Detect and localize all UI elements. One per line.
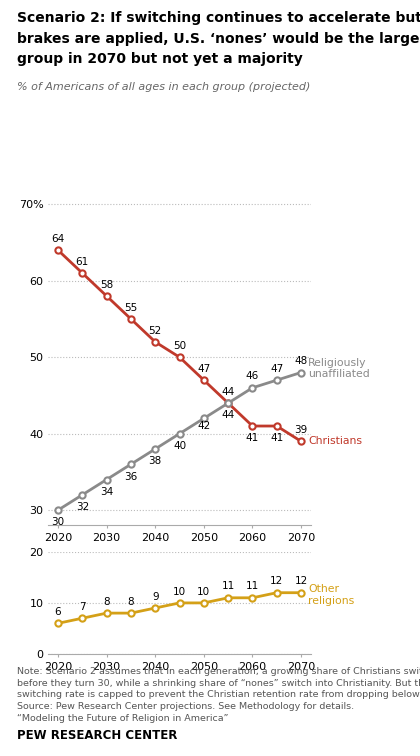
Text: Other
religions: Other religions [308,584,354,606]
Text: 36: 36 [124,472,138,482]
Text: 34: 34 [100,487,113,497]
Text: 40: 40 [173,441,186,451]
Text: group in 2070 but not yet a majority: group in 2070 but not yet a majority [17,52,302,67]
Text: 12: 12 [294,576,308,587]
Text: 10: 10 [173,587,186,596]
Text: 10: 10 [197,587,210,596]
Text: 61: 61 [76,257,89,267]
Text: 11: 11 [221,581,235,591]
Text: 11: 11 [246,581,259,591]
Text: Note: Scenario 2 assumes that in each generation, a growing share of Christians : Note: Scenario 2 assumes that in each ge… [17,667,420,723]
Text: 8: 8 [103,596,110,607]
Text: 39: 39 [294,425,308,435]
Text: 44: 44 [221,411,235,420]
Text: 44: 44 [221,387,235,397]
Text: 9: 9 [152,592,159,602]
Text: brakes are applied, U.S. ‘nones’ would be the largest: brakes are applied, U.S. ‘nones’ would b… [17,32,420,46]
Text: 8: 8 [128,596,134,607]
Text: 41: 41 [246,433,259,443]
Text: 30: 30 [52,517,65,528]
Text: 42: 42 [197,422,210,432]
Text: 64: 64 [51,234,65,244]
Text: 41: 41 [270,433,284,443]
Text: Religiously
unaffiliated: Religiously unaffiliated [308,358,370,380]
Text: Christians: Christians [308,436,362,446]
Text: Scenario 2: If switching continues to accelerate but: Scenario 2: If switching continues to ac… [17,11,420,26]
Text: 47: 47 [197,364,210,373]
Text: % of Americans of all ages in each group (projected): % of Americans of all ages in each group… [17,82,310,91]
Text: 46: 46 [246,371,259,382]
Text: 47: 47 [270,364,284,373]
Text: 50: 50 [173,341,186,351]
Text: 55: 55 [124,302,138,313]
Text: 52: 52 [149,326,162,336]
Text: 6: 6 [55,607,61,617]
Text: PEW RESEARCH CENTER: PEW RESEARCH CENTER [17,730,177,742]
Text: 32: 32 [76,502,89,512]
Text: 58: 58 [100,280,113,290]
Text: 38: 38 [149,456,162,466]
Text: 12: 12 [270,576,284,587]
Text: 48: 48 [294,356,308,366]
Text: 7: 7 [79,602,86,612]
